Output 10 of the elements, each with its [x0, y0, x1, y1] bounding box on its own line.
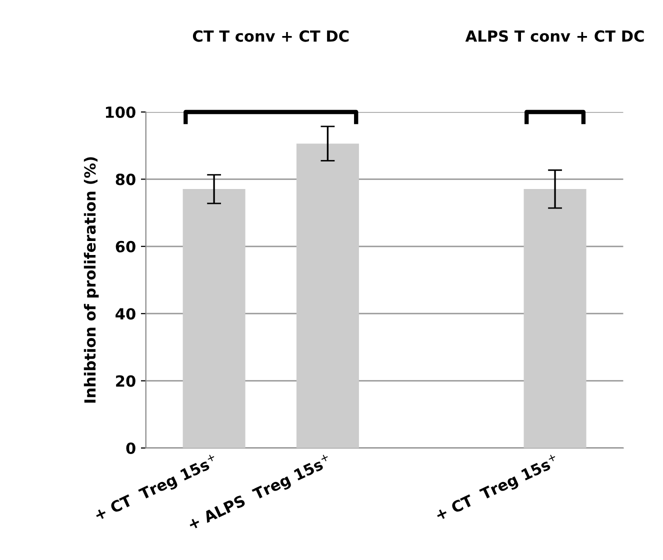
y-tick-label: 80	[116, 174, 136, 186]
y-tick-label: 100	[106, 106, 136, 118]
x-tick-label: + CT Treg 15s$^{+}$	[434, 454, 560, 524]
y-tick-label: 60	[116, 240, 136, 252]
text: ALPS T conv + CT DC	[465, 30, 644, 42]
text: CT T conv + CT DC	[192, 30, 349, 42]
y-tick-label: 40	[116, 308, 136, 320]
y-axis-title: Inhibtion of proliferation (%)	[84, 157, 99, 403]
y-tick-label: 0	[126, 442, 136, 454]
y-tick-label: 20	[116, 375, 136, 387]
